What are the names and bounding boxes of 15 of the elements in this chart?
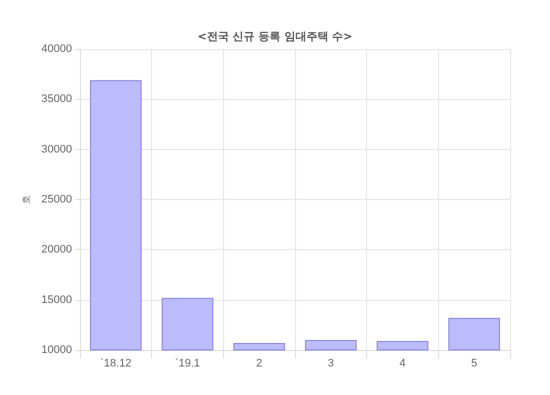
y-tick-label: 10000 (41, 344, 72, 356)
y-tick-label: 40000 (41, 43, 72, 55)
x-tick-label: 4 (399, 358, 406, 370)
x-tick-label: 5 (471, 358, 478, 370)
y-tick-label: 30000 (41, 143, 72, 156)
x-tick-label: `19.1 (174, 358, 200, 370)
x-tick-label: 3 (328, 358, 334, 370)
x-tick-label: `18.12 (100, 358, 132, 370)
y-axis-title: 호 (21, 195, 32, 204)
y-tick-label: 20000 (41, 244, 72, 256)
y-tick-label: 25000 (41, 194, 72, 206)
x-tick-label: 2 (256, 358, 262, 370)
y-tick-label: 35000 (41, 93, 72, 106)
y-tick-label: 15000 (41, 294, 72, 306)
chart-title: <전국 신규 등록 임대주택 수> (198, 30, 352, 43)
